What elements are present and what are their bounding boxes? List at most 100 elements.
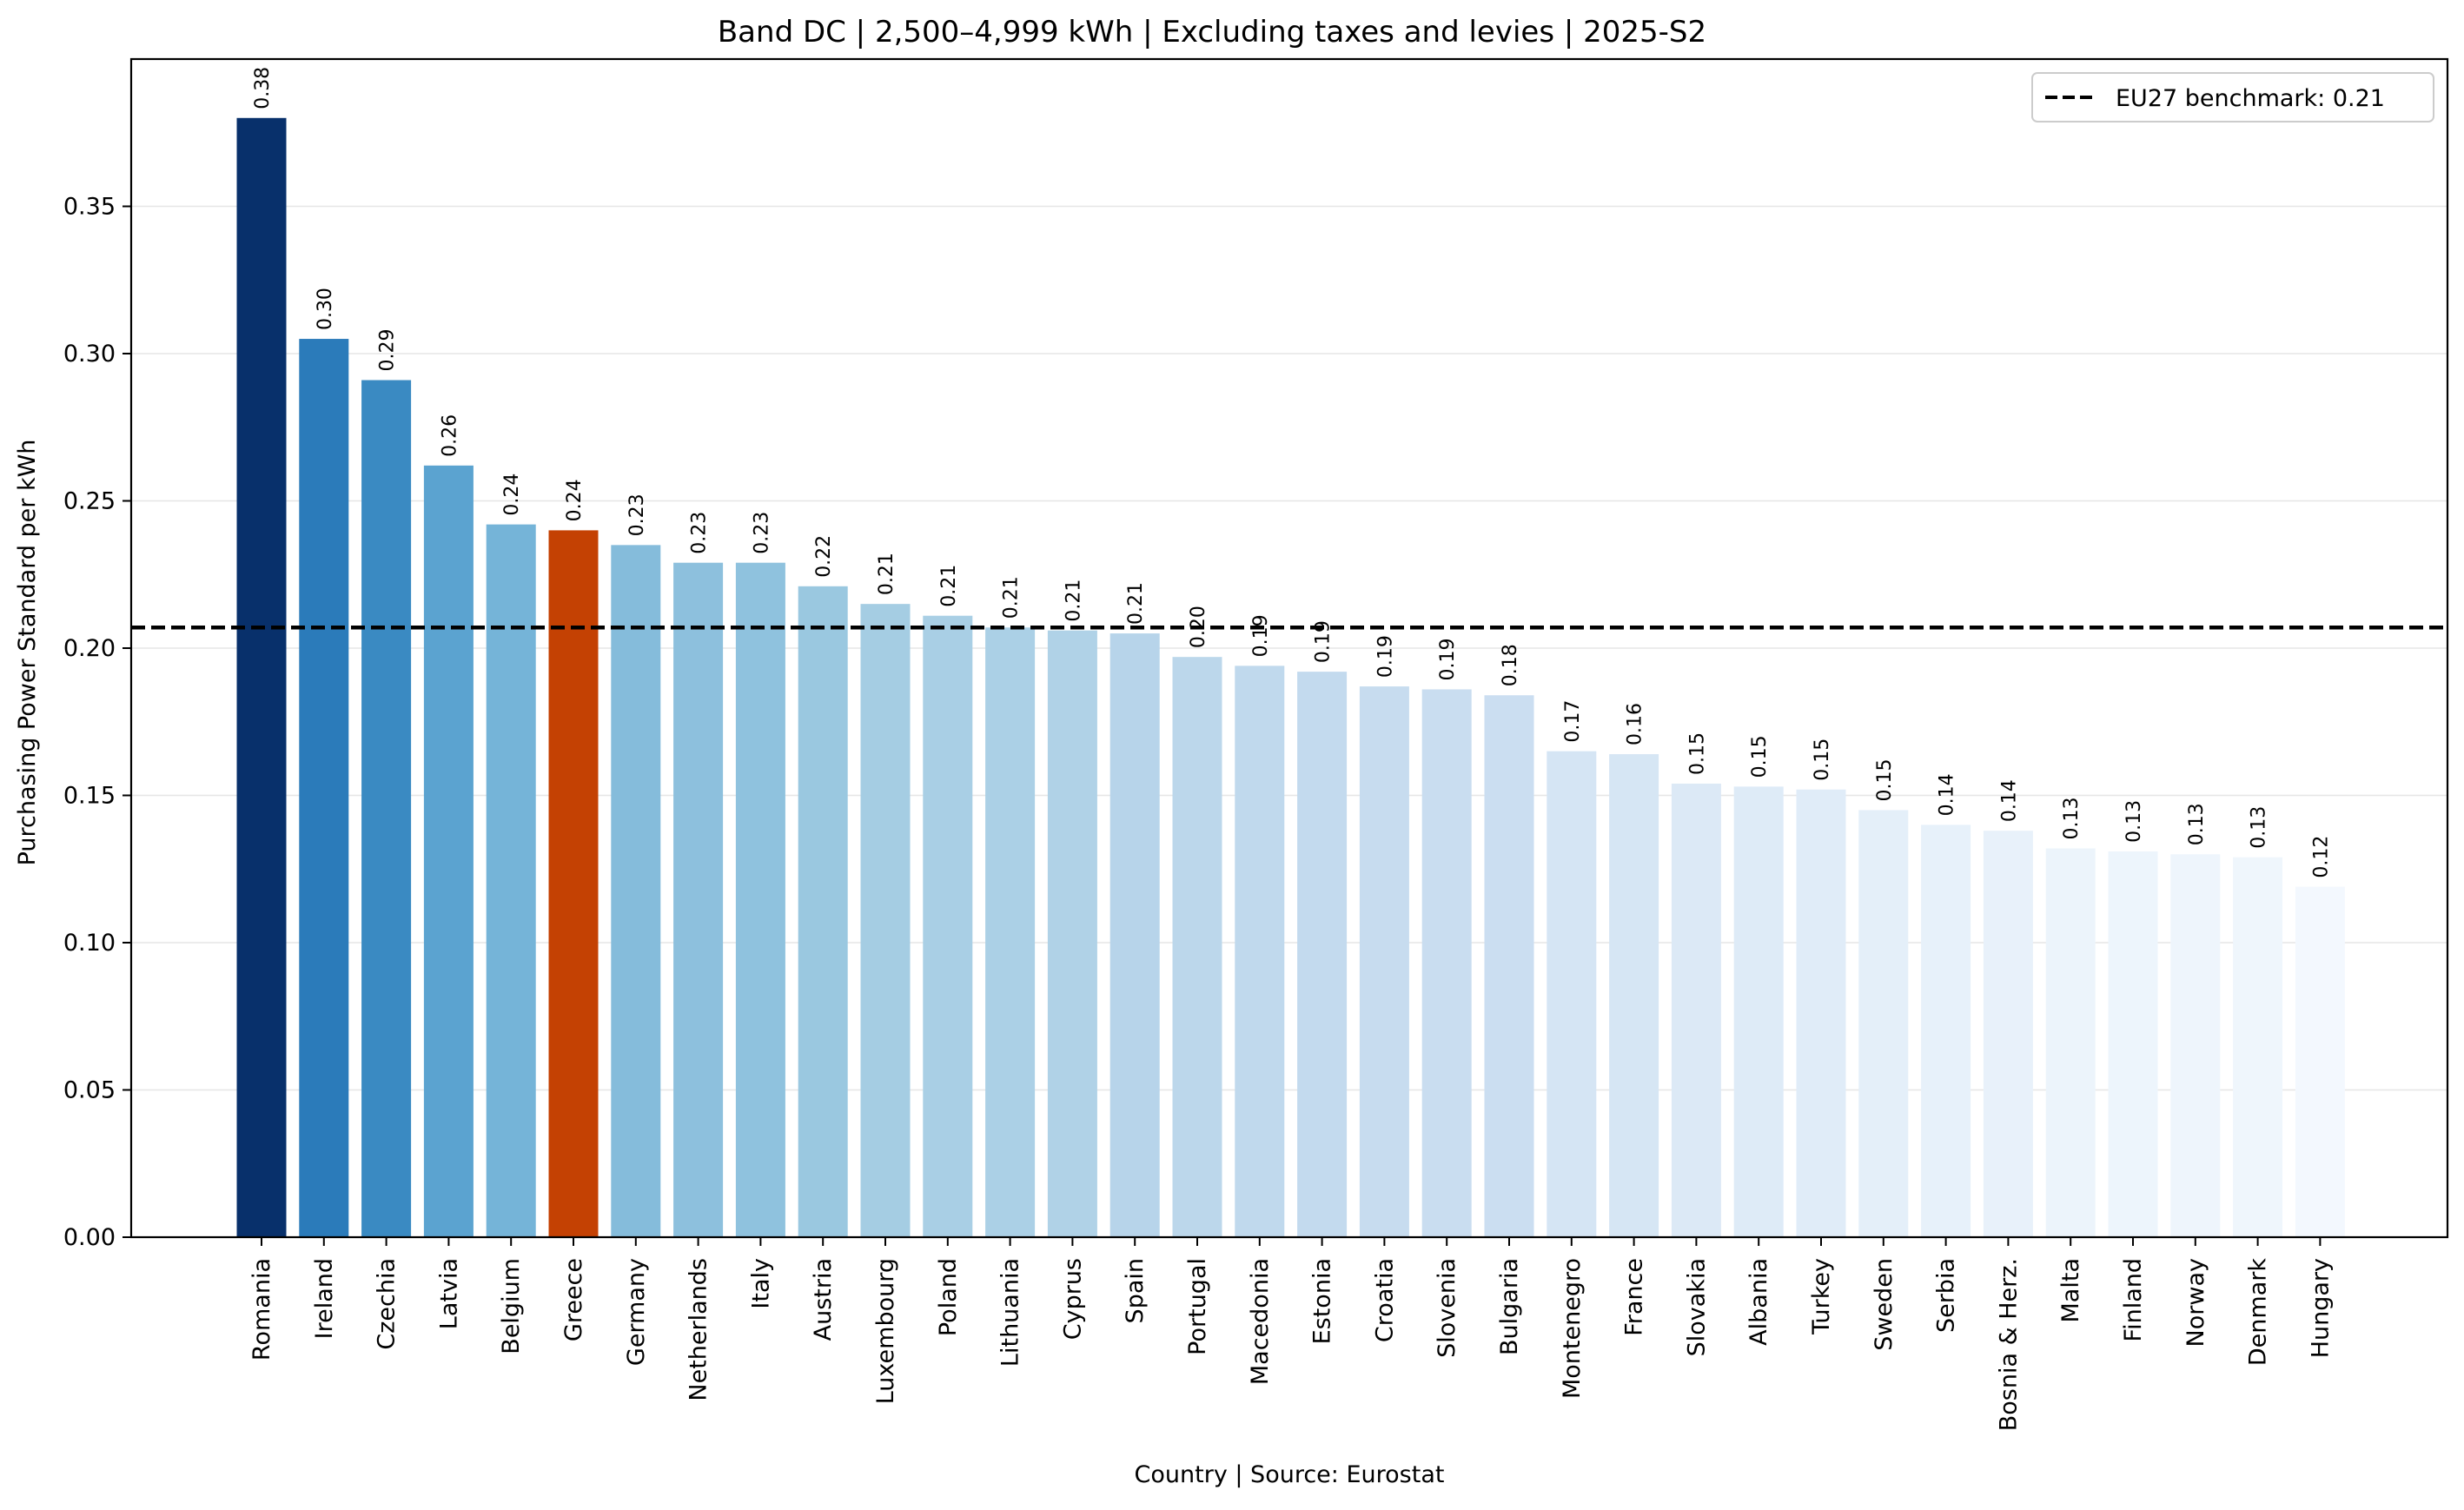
y-tick-label: 0.30: [63, 341, 116, 368]
bar: [1297, 672, 1348, 1237]
x-tick-label: Hungary: [2307, 1258, 2334, 1358]
bar-value-label: 0.30: [315, 288, 336, 330]
bar: [860, 604, 911, 1237]
y-tick-label: 0.20: [63, 635, 116, 662]
y-tick-label: 0.15: [63, 783, 116, 810]
bar: [1547, 751, 1597, 1237]
legend: EU27 benchmark: 0.21: [2031, 72, 2434, 123]
bar: [1047, 630, 1097, 1237]
bar: [985, 627, 1036, 1237]
legend-box: [2031, 72, 2434, 123]
legend-label: EU27 benchmark: 0.21: [2116, 85, 2385, 112]
x-tick-label: Luxembourg: [872, 1258, 899, 1404]
bar-value-label: 0.21: [1001, 576, 1023, 619]
bar-value-label: 0.13: [2186, 803, 2208, 845]
x-tick-label: Estonia: [1309, 1258, 1336, 1344]
bar-value-label: 0.15: [1812, 738, 1833, 781]
bar: [2295, 886, 2345, 1237]
x-tick-label: Czechia: [374, 1258, 401, 1350]
bars: [236, 117, 2345, 1237]
bar: [611, 545, 661, 1237]
x-tick-label: Croatia: [1371, 1258, 1398, 1342]
x-tick-label: Denmark: [2245, 1258, 2272, 1366]
bar-value-label: 0.23: [626, 493, 648, 536]
bar-value-label: 0.19: [1374, 635, 1396, 678]
bar: [1359, 686, 1409, 1237]
x-tick-label: Montenegro: [1559, 1258, 1586, 1399]
bar: [1484, 695, 1534, 1237]
bar-value-label: 0.15: [1874, 758, 1896, 801]
bar: [1109, 633, 1160, 1237]
bar: [2045, 848, 2096, 1237]
bar-value-label: 0.24: [564, 479, 586, 521]
bar-value-label: 0.13: [2123, 800, 2145, 843]
bar: [548, 530, 599, 1237]
x-axis-ticks: Romania Ireland Czechia Latvia Belgium Greece…: [248, 1237, 2334, 1431]
bar-value-label: 0.23: [689, 512, 711, 554]
chart-title: Band DC | 2,500–4,999 kWh | Excluding ta…: [718, 15, 1706, 50]
bar-value-label: 0.21: [938, 565, 960, 607]
bar-value-label: 0.13: [2061, 798, 2083, 840]
y-axis-label: Purchasing Power Standard per kWh: [14, 440, 41, 866]
x-tick-label: Spain: [1122, 1258, 1149, 1323]
x-tick-label: Austria: [810, 1258, 837, 1341]
x-tick-label: France: [1621, 1258, 1648, 1336]
bar: [423, 465, 474, 1237]
bar: [923, 615, 973, 1237]
bar: [1609, 754, 1659, 1237]
x-tick-label: Romania: [248, 1258, 275, 1361]
x-tick-label: Italy: [747, 1258, 774, 1309]
x-axis-label: Country | Source: Eurostat: [1135, 1461, 1445, 1488]
bar: [236, 117, 287, 1237]
bar: [1733, 786, 1784, 1237]
x-tick-label: Bosnia & Herz.: [1995, 1258, 2022, 1431]
x-tick-label: Sweden: [1871, 1258, 1898, 1351]
bar: [1671, 783, 1721, 1237]
y-tick-label: 0.35: [63, 194, 116, 221]
bar-value-label: 0.38: [252, 67, 274, 109]
bar-value-label: 0.26: [439, 414, 460, 457]
bar-value-label: 0.22: [813, 535, 835, 578]
bar: [1172, 657, 1222, 1237]
x-tick-label: Bulgaria: [1496, 1258, 1523, 1355]
y-tick-label: 0.00: [63, 1224, 116, 1251]
bar: [486, 524, 536, 1237]
bar-value-label: 0.29: [377, 329, 399, 372]
bar: [1983, 831, 2033, 1237]
x-tick-label: Macedonia: [1247, 1258, 1274, 1385]
x-tick-label: Finland: [2120, 1258, 2147, 1341]
plot-frame: [129, 57, 2449, 1239]
data-labels: 0.38 0.30 0.29 0.26 0.24 0.24 0.23 0.23 0.23 0.22…: [252, 67, 2332, 878]
x-tick-label: Cyprus: [1059, 1258, 1086, 1340]
x-tick-label: Albania: [1745, 1258, 1772, 1346]
x-tick-label: Latvia: [435, 1258, 462, 1329]
bar-value-label: 0.19: [1437, 638, 1459, 680]
x-tick-label: Slovenia: [1434, 1258, 1461, 1358]
bar-value-label: 0.21: [1063, 579, 1084, 622]
bar-value-label: 0.21: [876, 553, 898, 595]
x-tick-label: Greece: [560, 1258, 587, 1341]
bar-value-label: 0.17: [1562, 700, 1584, 743]
x-tick-label: Lithuania: [997, 1258, 1024, 1367]
x-tick-label: Malta: [2057, 1258, 2084, 1322]
bar: [1235, 666, 1285, 1237]
bar: [2170, 854, 2221, 1237]
y-tick-label: 0.10: [63, 930, 116, 957]
y-tick-label: 0.05: [63, 1077, 116, 1104]
bar-value-label: 0.21: [1125, 582, 1147, 625]
x-tick-label: Ireland: [311, 1258, 338, 1339]
y-tick-label: 0.25: [63, 488, 116, 515]
bar: [735, 562, 785, 1237]
bar-value-label: 0.23: [751, 512, 772, 554]
bar: [798, 586, 848, 1237]
bar-value-label: 0.14: [1937, 773, 1958, 816]
bar-value-label: 0.15: [1749, 735, 1771, 778]
x-tick-label: Poland: [935, 1258, 962, 1336]
x-tick-label: Norway: [2182, 1258, 2209, 1347]
bar-value-label: 0.19: [1250, 614, 1272, 657]
bar: [361, 380, 412, 1237]
bar: [2233, 857, 2283, 1237]
bar-value-label: 0.18: [1500, 644, 1521, 686]
x-tick-label: Turkey: [1808, 1258, 1835, 1335]
